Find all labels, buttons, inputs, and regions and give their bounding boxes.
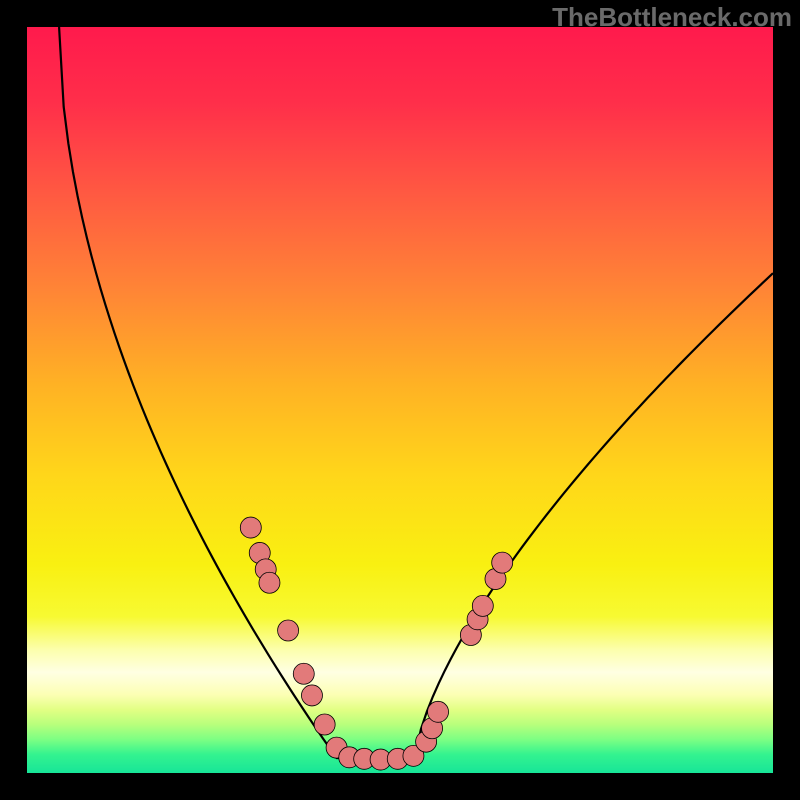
curve-layer <box>27 27 773 773</box>
data-marker <box>259 572 280 593</box>
data-marker <box>428 701 449 722</box>
data-marker <box>492 552 513 573</box>
data-marker <box>293 663 314 684</box>
data-marker <box>278 620 299 641</box>
v-curve <box>59 27 773 758</box>
data-marker <box>314 714 335 735</box>
data-marker <box>240 517 261 538</box>
chart-root: TheBottleneck.com <box>0 0 800 800</box>
plot-area <box>27 27 773 773</box>
marker-group <box>240 517 512 770</box>
watermark-text: TheBottleneck.com <box>552 2 792 33</box>
data-marker <box>301 685 322 706</box>
data-marker <box>472 595 493 616</box>
